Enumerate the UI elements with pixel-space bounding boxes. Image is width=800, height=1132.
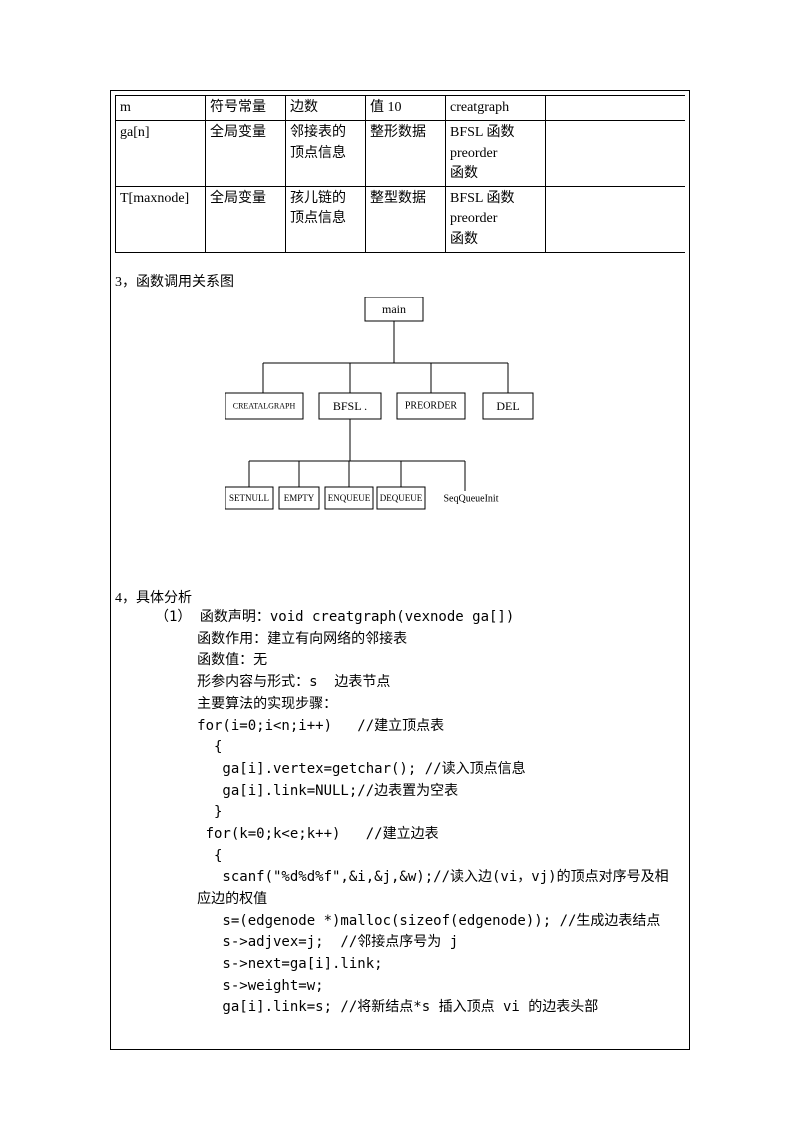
- table-cell: 值 10: [366, 96, 446, 121]
- function-call-diagram: main CREATALGRAPH BFSL . PREORDER DEL SETNULL…: [225, 297, 645, 557]
- svg-text:DEL: DEL: [496, 399, 519, 413]
- code-block: （1） 函数声明：void creatgraph(vexnode ga[]) 函…: [115, 607, 685, 1019]
- table-cell: ga[n]: [116, 121, 206, 187]
- section4: 4，具体分析 （1） 函数声明：void creatgraph(vexnode …: [115, 587, 685, 1019]
- svg-text:PREORDER: PREORDER: [405, 401, 458, 412]
- table-cell: 全局变量: [206, 187, 286, 253]
- svg-text:main: main: [382, 302, 406, 316]
- svg-text:ENQUEUE: ENQUEUE: [328, 493, 371, 503]
- section4-title: 4，具体分析: [115, 587, 685, 607]
- page-border: m符号常量边数值 10creatgraph ga[n]全局变量邻接表的顶点信息整形…: [110, 90, 690, 1050]
- table-cell: 整形数据: [366, 121, 446, 187]
- table-cell: 整型数据: [366, 187, 446, 253]
- table-cell: 边数: [286, 96, 366, 121]
- table-cell: BFSL 函数preorder函数: [446, 121, 546, 187]
- table-cell: creatgraph: [446, 96, 546, 121]
- svg-text:DEQUEUE: DEQUEUE: [380, 493, 423, 503]
- table-cell: 孩儿链的顶点信息: [286, 187, 366, 253]
- svg-text:SeqQueueInit: SeqQueueInit: [444, 494, 499, 505]
- svg-text:CREATALGRAPH: CREATALGRAPH: [233, 402, 296, 411]
- section3-title: 3，函数调用关系图: [115, 271, 685, 291]
- table-cell: 全局变量: [206, 121, 286, 187]
- svg-text:BFSL .: BFSL .: [333, 399, 367, 413]
- table-cell: 邻接表的顶点信息: [286, 121, 366, 187]
- variable-table: m符号常量边数值 10creatgraph ga[n]全局变量邻接表的顶点信息整形…: [115, 95, 685, 253]
- table-cell: BFSL 函数preorder函数: [446, 187, 546, 253]
- table-cell: m: [116, 96, 206, 121]
- table-cell: 符号常量: [206, 96, 286, 121]
- table-cell: T[maxnode]: [116, 187, 206, 253]
- svg-text:EMPTY: EMPTY: [284, 493, 315, 503]
- svg-text:SETNULL: SETNULL: [229, 493, 269, 503]
